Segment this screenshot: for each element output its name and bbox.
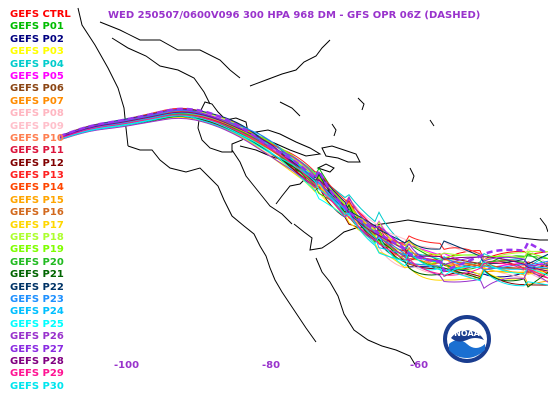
coastline-path — [316, 163, 335, 173]
member-contour-line — [59, 110, 548, 275]
member-contour-line — [59, 108, 548, 265]
legend-entry: GEFS P08 — [10, 108, 64, 120]
legend-entry: GEFS P16 — [10, 207, 64, 219]
coastline-layer — [77, 7, 548, 367]
lon-tick-label: -60 — [410, 360, 429, 371]
member-contour-line — [59, 111, 548, 272]
legend-entry: GEFS P06 — [10, 83, 64, 95]
member-contour-line — [59, 108, 548, 268]
legend-entry: GEFS P13 — [10, 170, 64, 182]
member-contour-line — [59, 112, 548, 271]
coastline-path — [539, 217, 548, 233]
legend-entry: GEFS P09 — [10, 120, 64, 132]
legend-entry: GEFS P05 — [10, 70, 64, 82]
contour-layer — [59, 107, 548, 290]
legend-entry: GEFS P21 — [10, 269, 64, 281]
legend-entry: GEFS P14 — [10, 182, 64, 194]
legend-entry: GEFS P15 — [10, 194, 64, 206]
member-contour-line — [59, 113, 548, 270]
coastline-path — [249, 39, 331, 87]
member-contour-line — [59, 111, 548, 272]
member-contour-line — [59, 110, 548, 270]
legend-entry: GEFS P28 — [10, 355, 64, 367]
member-contour-line — [59, 115, 548, 287]
member-legend: GEFS CTRL GEFS P01 GEFS P02 GEFS P03 GEFS P0… — [10, 9, 71, 393]
member-contour-line — [59, 109, 548, 267]
legend-entry: GEFS P22 — [10, 281, 64, 293]
member-contour-line — [59, 115, 548, 288]
legend-entry: GEFS P12 — [10, 157, 64, 169]
legend-entry: GEFS P25 — [10, 318, 64, 330]
legend-entry: GEFS P23 — [10, 293, 64, 305]
coastline-path — [429, 119, 435, 127]
coastline-path — [127, 145, 317, 343]
coastline-path — [293, 219, 548, 251]
member-contour-line — [59, 112, 548, 266]
legend-entry: GEFS P10 — [10, 132, 64, 144]
member-contour-line — [59, 109, 548, 261]
legend-entry: GEFS P24 — [10, 306, 64, 318]
coastline-path — [254, 129, 322, 157]
coastline-path — [279, 101, 301, 117]
legend-entry: GEFS CTRL — [10, 9, 71, 20]
coastline-path — [357, 97, 365, 111]
legend-entry: GEFS P11 — [10, 145, 64, 157]
member-contour-line — [59, 112, 548, 286]
member-contour-line — [59, 117, 548, 290]
coastline-path — [315, 257, 417, 367]
legend-entry: GEFS P30 — [10, 380, 64, 392]
coastline-path — [197, 101, 249, 153]
map-title: WED 250507/0600V096 300 HPA 968 DM - GFS… — [108, 10, 481, 21]
legend-entry: GEFS P26 — [10, 331, 64, 343]
member-contour-line — [59, 112, 548, 272]
legend-entry: GEFS P04 — [10, 58, 64, 70]
legend-entry: GEFS P19 — [10, 244, 64, 256]
legend-entry: GEFS P01 — [10, 21, 64, 33]
coastline-path — [409, 167, 415, 183]
noaa-logo-text: NOAA — [454, 329, 480, 338]
member-contour-line — [59, 116, 548, 286]
member-contour-line — [59, 107, 548, 268]
coastline-path — [99, 21, 241, 79]
noaa-logo-icon: NOAA — [443, 315, 491, 363]
member-contour-line — [59, 109, 548, 271]
member-contour-line — [59, 116, 548, 281]
coastline-path — [321, 145, 361, 163]
member-contour-line — [59, 108, 548, 265]
opr-contour-line — [59, 107, 548, 273]
legend-entry: GEFS P17 — [10, 219, 64, 231]
coastline-path — [111, 37, 211, 105]
legend-entry: GEFS P07 — [10, 95, 64, 107]
coastline-path — [231, 149, 293, 225]
member-contour-line — [59, 114, 548, 274]
legend-entry: GEFS P27 — [10, 343, 64, 355]
legend-entry: GEFS P20 — [10, 256, 64, 268]
legend-entry: GEFS P03 — [10, 46, 64, 58]
member-contour-line — [59, 111, 548, 268]
legend-entry: GEFS P02 — [10, 33, 64, 45]
legend-entry: GEFS P18 — [10, 232, 64, 244]
lon-tick-label: -80 — [262, 360, 281, 371]
legend-entry: GEFS P29 — [10, 368, 64, 380]
lon-tick-label: -100 — [114, 360, 140, 371]
coastline-path — [331, 123, 337, 137]
member-contour-line — [59, 109, 548, 262]
